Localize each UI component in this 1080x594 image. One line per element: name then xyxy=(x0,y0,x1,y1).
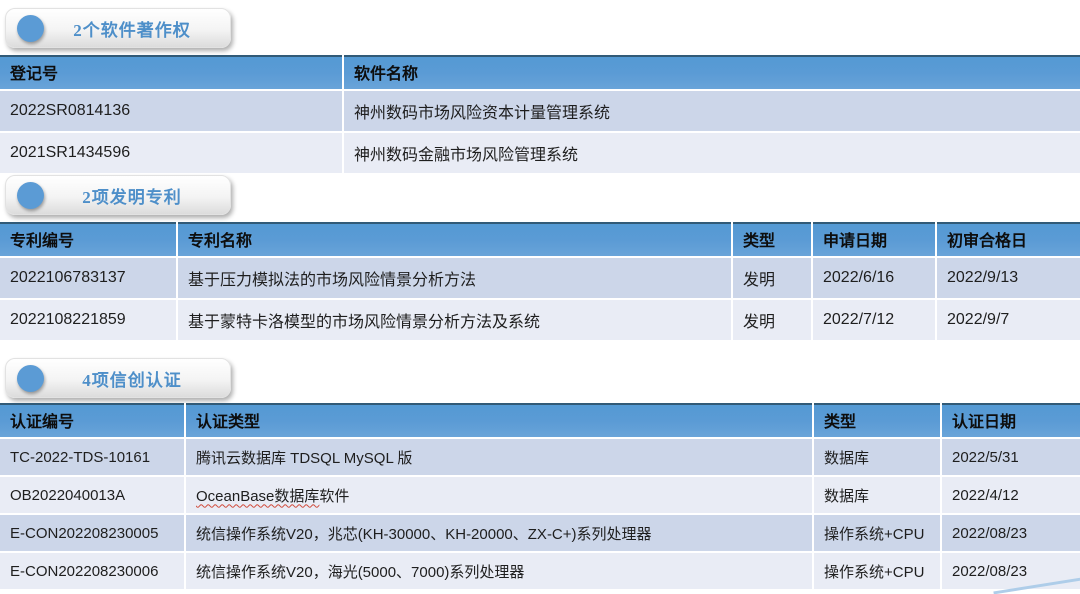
table-cell-cert-type-name: OceanBase数据库 软件 xyxy=(186,477,812,513)
patents-table: 专利编号 专利名称 类型 申请日期 初审合格日 2022106783137 基于… xyxy=(0,222,1080,340)
table-cell-type: 操作系统+CPU xyxy=(814,553,940,589)
bullet-circle-icon xyxy=(17,181,44,209)
column-header-cert-no: 认证编号 xyxy=(0,403,184,437)
table-cell-cert-date: 2022/4/12 xyxy=(942,477,1080,513)
column-header-pass-date: 初审合格日 xyxy=(937,222,1080,256)
table-cell-type: 操作系统+CPU xyxy=(814,515,940,551)
bullet-circle-icon xyxy=(17,14,44,42)
section-banner-patents: 2项发明专利 xyxy=(5,175,231,215)
table-cell-cert-date: 2022/08/23 xyxy=(942,553,1080,589)
table-cell-cert-no: TC-2022-TDS-10161 xyxy=(0,439,184,475)
section-title-patents: 2项发明专利 xyxy=(82,187,182,207)
column-header-patent-name: 专利名称 xyxy=(178,222,731,256)
table-cell-type: 数据库 xyxy=(814,439,940,475)
section-banner-xinchuang: 4项信创认证 xyxy=(5,358,231,398)
table-cell-patent-name: 基于压力模拟法的市场风险情景分析方法 xyxy=(178,258,731,298)
table-cell-software-name: 神州数码市场风险资本计量管理系统 xyxy=(344,91,1080,131)
column-header-reg-no: 登记号 xyxy=(0,55,342,89)
section-title-copyright: 2个软件著作权 xyxy=(73,20,191,40)
xinchuang-table: 认证编号 认证类型 类型 认证日期 TC-2022-TDS-10161 腾讯云数… xyxy=(0,403,1080,589)
table-cell-cert-type-name: 腾讯云数据库 TDSQL MySQL 版 xyxy=(186,439,812,475)
table-cell-patent-no: 2022108221859 xyxy=(0,300,176,340)
column-header-apply-date: 申请日期 xyxy=(813,222,935,256)
table-cell-apply-date: 2022/6/16 xyxy=(813,258,935,298)
table-cell-cert-type-name: 统信操作系统V20，海光(5000、7000)系列处理器 xyxy=(186,553,812,589)
column-header-cert-date: 认证日期 xyxy=(942,403,1080,437)
table-cell-patent-name: 基于蒙特卡洛模型的市场风险情景分析方法及系统 xyxy=(178,300,731,340)
table-cell-cert-no: OB2022040013A xyxy=(0,477,184,513)
table-cell-pass-date: 2022/9/7 xyxy=(937,300,1080,340)
table-cell-patent-no: 2022106783137 xyxy=(0,258,176,298)
section-banner-copyright: 2个软件著作权 xyxy=(5,8,231,48)
table-cell-reg-no: 2021SR1434596 xyxy=(0,133,342,173)
table-cell-cert-date: 2022/5/31 xyxy=(942,439,1080,475)
table-cell-software-name: 神州数码金融市场风险管理系统 xyxy=(344,133,1080,173)
table-cell-pass-date: 2022/9/13 xyxy=(937,258,1080,298)
table-cell-type: 数据库 xyxy=(814,477,940,513)
table-cell-type: 发明 xyxy=(733,258,811,298)
cert-type-name-rest: 软件 xyxy=(319,487,350,505)
table-cell-cert-no: E-CON202208230005 xyxy=(0,515,184,551)
copyright-table: 登记号 软件名称 2022SR0814136 神州数码市场风险资本计量管理系统 … xyxy=(0,55,1080,173)
column-header-software-name: 软件名称 xyxy=(344,55,1080,89)
spellcheck-underlined-text: OceanBase数据库 xyxy=(196,487,320,505)
column-header-patent-no: 专利编号 xyxy=(0,222,176,256)
table-cell-cert-date: 2022/08/23 xyxy=(942,515,1080,551)
bullet-circle-icon xyxy=(17,364,44,392)
column-header-type: 类型 xyxy=(814,403,940,437)
table-cell-type: 发明 xyxy=(733,300,811,340)
column-header-cert-type-name: 认证类型 xyxy=(186,403,812,437)
table-cell-apply-date: 2022/7/12 xyxy=(813,300,935,340)
table-cell-cert-no: E-CON202208230006 xyxy=(0,553,184,589)
column-header-type: 类型 xyxy=(733,222,811,256)
table-cell-reg-no: 2022SR0814136 xyxy=(0,91,342,131)
table-cell-cert-type-name: 统信操作系统V20，兆芯(KH-30000、KH-20000、ZX-C+)系列处… xyxy=(186,515,812,551)
section-title-xinchuang: 4项信创认证 xyxy=(82,370,182,390)
